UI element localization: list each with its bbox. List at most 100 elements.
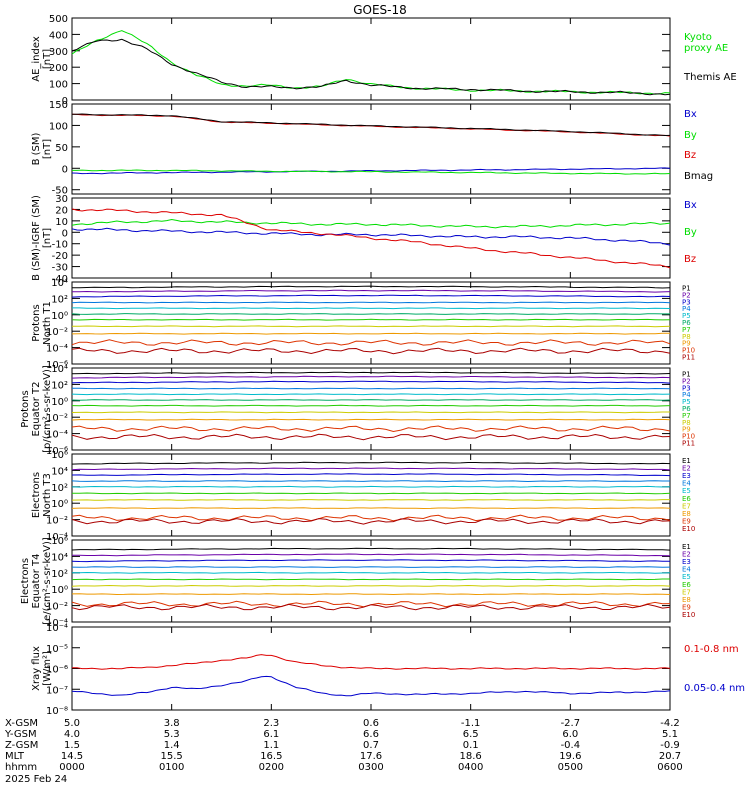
y-tick-label: 200 [49, 63, 68, 74]
series-by [72, 169, 671, 175]
y-axis-label: North T3 [42, 473, 53, 517]
footer-value: 0.6 [363, 718, 379, 729]
footer-value: 0.1 [463, 740, 479, 751]
legend-p2: P2 [682, 377, 691, 385]
legend-bmag: Bmag [684, 171, 713, 182]
series-p9 [71, 332, 670, 335]
footer-row-label: hhmm [5, 762, 37, 773]
y-axis-label: Equator T2 [31, 382, 42, 437]
y-axis-label: AE_index [31, 36, 42, 82]
series-p5 [71, 393, 671, 396]
series-e4 [71, 480, 670, 483]
series-p4 [71, 301, 671, 304]
legend-p7: P7 [682, 412, 691, 420]
footer-value: 14.5 [61, 751, 83, 762]
y-tick-label: 10⁻⁵ [46, 644, 68, 655]
legend-0-05-0-4-nm: 0.05-0.4 nm [684, 683, 745, 694]
series-0-05-0-4-nm [71, 675, 671, 697]
footer-value: 0600 [657, 762, 682, 773]
footer-date: 2025 Feb 24 [5, 774, 67, 785]
y-tick-label: 50 [55, 143, 68, 154]
legend-kyoto-proxy-ae: proxy AE [684, 43, 728, 54]
legend-e1: E1 [682, 457, 691, 465]
series-p8 [72, 325, 671, 328]
legend-by: By [684, 130, 697, 141]
y-tick-label: 10⁶ [51, 536, 68, 547]
legend-bz: Bz [684, 254, 696, 265]
y-axis-label: [W/m²] [42, 651, 53, 686]
legend-p2: P2 [682, 291, 691, 299]
legend-p3: P3 [682, 384, 691, 392]
legend-p4: P4 [682, 391, 691, 399]
legend-by: By [684, 227, 697, 238]
series-p11 [71, 433, 671, 441]
footer-value: 5.1 [662, 729, 678, 740]
chart-title: GOES-18 [353, 3, 407, 17]
series-e6 [71, 578, 670, 581]
y-tick-label: -10 [52, 240, 68, 251]
footer-value: -0.4 [561, 740, 581, 751]
y-tick-label: -20 [52, 251, 68, 262]
footer-value: 0000 [59, 762, 84, 773]
footer-row-label: Z-GSM [5, 740, 38, 751]
series-p1 [71, 371, 671, 375]
series-p2 [71, 375, 671, 379]
y-tick-label: 10² [51, 483, 68, 494]
footer-value: 1.1 [263, 740, 279, 751]
legend-e2: E2 [682, 550, 691, 558]
series-e3 [71, 473, 671, 477]
series-bmag [71, 113, 671, 137]
series-p6 [71, 399, 671, 401]
y-axis-label: Protons [31, 304, 42, 341]
series-p5 [72, 307, 671, 310]
series-e2 [72, 553, 671, 557]
series-themis-ae [71, 38, 671, 96]
series-e9 [71, 514, 671, 522]
series-e8 [71, 593, 671, 596]
series-e7 [71, 584, 671, 587]
y-tick-label: 10² [51, 380, 68, 391]
panel-b: 150 100 50 0 -50 B (SM) [nT] [31, 100, 671, 197]
y-tick-label: 10⁶ [51, 450, 68, 461]
series-p2 [71, 289, 671, 293]
footer-row-label: MLT [5, 751, 25, 762]
series-p7 [71, 318, 671, 321]
y-tick-label: 10⁻⁸ [46, 706, 68, 717]
series-e8 [71, 507, 671, 510]
series-e3 [71, 559, 670, 563]
series-e7 [71, 498, 670, 501]
y-tick-label: -50 [52, 186, 68, 197]
y-tick-label: 0 [62, 228, 68, 239]
series-e5 [71, 571, 671, 574]
series-e1 [71, 461, 671, 465]
series-p4 [72, 387, 671, 390]
legend-p1: P1 [682, 370, 691, 378]
y-axis-label: Electrons [20, 558, 31, 604]
legend-p11: P11 [682, 354, 695, 362]
legend-e6: E6 [682, 581, 691, 589]
footer-value: -1.1 [461, 718, 481, 729]
y-axis-label: North T1 [42, 301, 53, 345]
footer-value: 6.6 [363, 729, 379, 740]
legend-p1: P1 [682, 284, 691, 292]
footer-value: 0.7 [363, 740, 379, 751]
footer-row-label: Y-GSM [4, 729, 37, 740]
y-axis-label: [p/(cm²-s-sr-keV)] [42, 365, 53, 453]
footer-value: -0.9 [660, 740, 680, 751]
y-axis-label: Equator T4 [31, 554, 42, 609]
footer-value: 3.8 [164, 718, 180, 729]
legend-0-1-0-8-nm: 0.1-0.8 nm [684, 644, 739, 655]
y-tick-label: 10⁻⁶ [46, 446, 68, 457]
panel-frame [71, 453, 671, 537]
panel-frame [71, 17, 671, 101]
footer-value: 17.6 [360, 751, 382, 762]
y-tick-label: 10⁻² [46, 602, 68, 613]
legend-e9: E9 [682, 518, 691, 526]
panel-ae: 500 400 300 200 100 0 AE_index [nT] [31, 14, 671, 107]
legend-p8: P8 [682, 419, 691, 427]
series-e4 [71, 566, 671, 568]
footer-value: 15.5 [161, 751, 183, 762]
series-bz [71, 208, 671, 269]
y-tick-label: 10⁴ [51, 466, 68, 477]
